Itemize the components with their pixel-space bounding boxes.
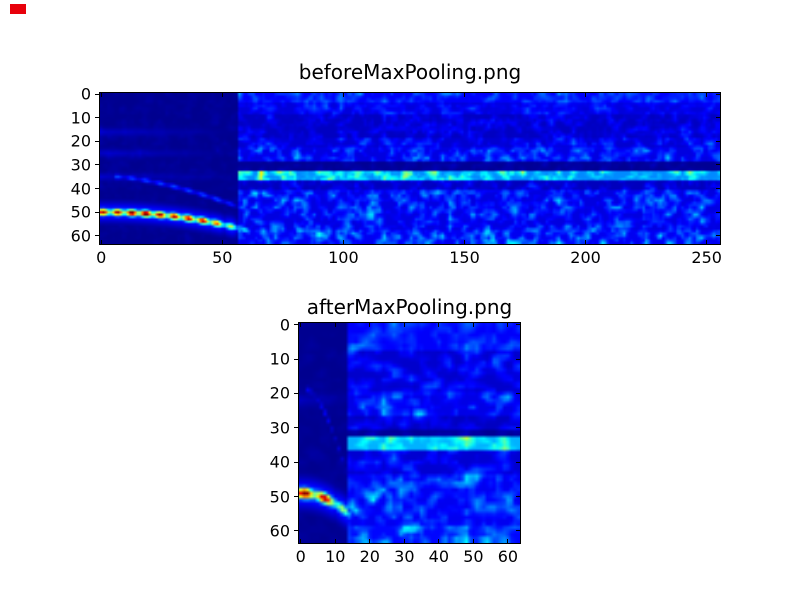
- tick-mark: [342, 93, 344, 97]
- tick-mark: [95, 235, 99, 237]
- axes-frame-after: [298, 322, 521, 544]
- y-tick-label: 50: [70, 202, 91, 222]
- tick-mark: [342, 240, 344, 244]
- tick-mark: [716, 235, 720, 237]
- tick-mark: [507, 539, 509, 543]
- heatmap-image-before: [100, 93, 720, 244]
- heatmap-image-after: [299, 323, 520, 543]
- tick-mark: [100, 240, 102, 244]
- y-tick-label: 20: [269, 383, 290, 403]
- tick-mark: [516, 530, 520, 532]
- tick-mark: [95, 140, 99, 142]
- tick-mark: [706, 93, 708, 97]
- tick-mark: [472, 323, 474, 327]
- tick-mark: [472, 539, 474, 543]
- x-tick-label: 10: [325, 547, 346, 566]
- x-tick-label: 100: [328, 248, 359, 267]
- y-tick-label: 30: [70, 155, 91, 175]
- x-tick-label: 20: [359, 547, 380, 566]
- y-tick-label: 10: [70, 108, 91, 128]
- red-square-marker: [10, 4, 26, 14]
- plot-title-after: afterMaxPooling.png: [306, 295, 513, 319]
- y-tick-label: 20: [70, 131, 91, 151]
- tick-mark: [369, 539, 371, 543]
- tick-mark: [438, 539, 440, 543]
- tick-mark: [95, 93, 99, 95]
- y-tick-label: 50: [269, 487, 290, 507]
- tick-mark: [716, 93, 720, 95]
- tick-mark: [95, 188, 99, 190]
- x-tick-label: 60: [497, 547, 519, 566]
- y-tick-label: 60: [70, 226, 91, 246]
- tick-mark: [294, 427, 298, 429]
- tick-mark: [300, 539, 302, 543]
- tick-mark: [100, 93, 102, 97]
- tick-mark: [585, 240, 587, 244]
- x-tick-label: 0: [96, 248, 107, 267]
- tick-mark: [403, 539, 405, 543]
- y-tick-label: 10: [269, 349, 290, 369]
- x-tick-label: 250: [691, 248, 722, 267]
- tick-mark: [516, 324, 520, 326]
- tick-mark: [716, 164, 720, 166]
- tick-mark: [294, 392, 298, 394]
- tick-mark: [463, 93, 465, 97]
- tick-mark: [716, 117, 720, 119]
- tick-mark: [221, 240, 223, 244]
- x-tick-label: 0: [295, 547, 306, 566]
- y-tick-label: 30: [269, 418, 290, 438]
- tick-mark: [716, 211, 720, 213]
- x-tick-label: 50: [212, 248, 233, 267]
- y-tick-label: 0: [279, 315, 290, 335]
- y-tick-label: 0: [80, 84, 91, 104]
- tick-mark: [706, 240, 708, 244]
- tick-mark: [334, 539, 336, 543]
- x-tick-label: 150: [449, 248, 480, 267]
- tick-mark: [221, 93, 223, 97]
- tick-mark: [516, 358, 520, 360]
- tick-mark: [516, 461, 520, 463]
- tick-mark: [294, 496, 298, 498]
- tick-mark: [300, 323, 302, 327]
- tick-mark: [95, 117, 99, 119]
- y-tick-label: 60: [269, 521, 290, 541]
- y-tick-label: 40: [70, 179, 91, 199]
- tick-mark: [516, 496, 520, 498]
- tick-mark: [334, 323, 336, 327]
- plot-title-before: beforeMaxPooling.png: [298, 60, 522, 84]
- y-tick-label: 40: [269, 452, 290, 472]
- tick-mark: [585, 93, 587, 97]
- tick-mark: [95, 211, 99, 213]
- tick-mark: [294, 461, 298, 463]
- tick-mark: [516, 392, 520, 394]
- tick-mark: [716, 140, 720, 142]
- tick-mark: [516, 427, 520, 429]
- tick-mark: [463, 240, 465, 244]
- x-tick-label: 40: [428, 547, 450, 566]
- tick-mark: [438, 323, 440, 327]
- tick-mark: [369, 323, 371, 327]
- tick-mark: [95, 164, 99, 166]
- tick-mark: [294, 530, 298, 532]
- tick-mark: [294, 358, 298, 360]
- tick-mark: [507, 323, 509, 327]
- x-tick-label: 50: [463, 547, 484, 566]
- axes-frame-before: [99, 92, 721, 245]
- tick-mark: [716, 188, 720, 190]
- tick-mark: [294, 324, 298, 326]
- x-tick-label: 30: [394, 547, 415, 566]
- tick-mark: [403, 323, 405, 327]
- x-tick-label: 200: [570, 248, 601, 267]
